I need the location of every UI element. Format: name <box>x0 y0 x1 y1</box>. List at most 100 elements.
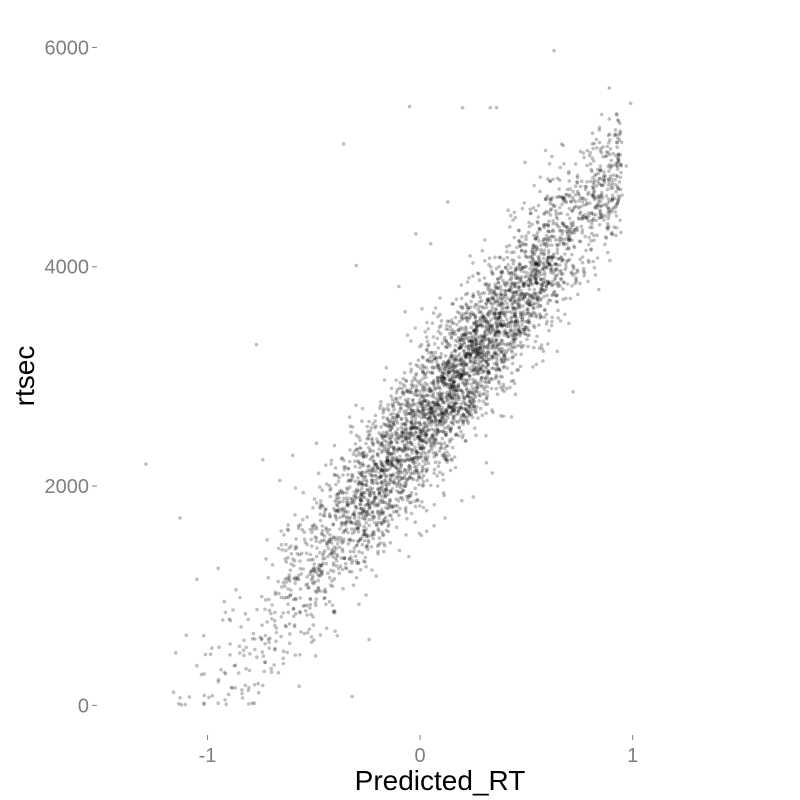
data-point <box>397 437 401 441</box>
data-point <box>493 300 498 304</box>
data-point <box>447 370 451 375</box>
data-point <box>486 298 490 302</box>
data-point <box>547 235 552 240</box>
data-point <box>512 272 516 277</box>
data-point <box>494 317 498 322</box>
data-point <box>472 404 476 409</box>
data-point <box>410 409 414 413</box>
data-point <box>410 385 415 390</box>
data-point <box>464 332 469 336</box>
data-point <box>385 452 390 456</box>
data-point <box>375 502 380 506</box>
data-point <box>540 283 544 287</box>
data-point <box>463 325 468 329</box>
data-point <box>416 364 420 369</box>
data-point <box>443 367 447 371</box>
data-point <box>309 635 314 639</box>
data-point <box>442 376 447 380</box>
data-point <box>238 651 242 655</box>
data-point <box>540 267 545 272</box>
data-point <box>330 549 334 554</box>
data-point <box>491 272 495 276</box>
data-point <box>438 331 443 336</box>
data-point <box>327 512 332 516</box>
data-point <box>450 382 455 387</box>
data-point <box>560 195 565 200</box>
data-point <box>398 470 403 475</box>
data-point <box>370 438 374 443</box>
data-point <box>422 427 426 431</box>
data-point <box>453 385 457 389</box>
data-point <box>506 341 511 346</box>
data-point <box>490 323 494 327</box>
data-point <box>450 331 455 336</box>
data-point <box>608 166 613 170</box>
data-point <box>441 380 446 385</box>
data-point <box>513 331 518 336</box>
data-point <box>426 461 431 466</box>
data-point <box>525 337 529 342</box>
data-point <box>478 367 483 372</box>
data-point <box>460 372 465 376</box>
data-point <box>463 334 468 339</box>
data-point <box>412 426 416 430</box>
data-point <box>516 265 520 270</box>
data-point <box>570 223 574 227</box>
data-point <box>365 487 370 492</box>
data-point <box>360 406 365 411</box>
data-point <box>601 183 605 188</box>
data-point <box>542 242 547 246</box>
data-point <box>335 508 340 513</box>
data-point <box>450 385 454 389</box>
data-point <box>342 458 346 463</box>
data-point <box>437 449 442 453</box>
data-point <box>267 597 271 602</box>
data-point <box>569 271 574 276</box>
data-point <box>616 160 620 165</box>
data-point <box>423 421 427 425</box>
data-point <box>371 449 376 453</box>
data-point <box>534 208 538 213</box>
data-point <box>412 423 417 427</box>
data-point <box>479 375 484 380</box>
data-point <box>472 388 476 392</box>
data-point <box>372 516 377 520</box>
data-point <box>371 478 376 483</box>
data-point <box>202 701 206 705</box>
data-point <box>434 405 438 409</box>
data-point <box>585 216 590 221</box>
data-point <box>484 319 489 324</box>
data-point <box>372 490 376 495</box>
data-point <box>356 525 361 530</box>
data-point <box>463 372 468 376</box>
data-point <box>325 541 329 545</box>
data-point <box>221 618 225 622</box>
data-point <box>479 338 484 343</box>
data-point <box>446 393 450 398</box>
data-point <box>552 269 557 273</box>
data-point <box>459 377 464 381</box>
data-point <box>329 551 333 556</box>
data-point <box>350 473 354 477</box>
data-point <box>471 377 475 382</box>
data-point <box>358 536 363 541</box>
data-point <box>409 442 414 447</box>
data-point <box>360 482 365 486</box>
data-point <box>452 348 457 353</box>
data-point <box>435 402 440 407</box>
data-point <box>588 150 592 155</box>
data-point <box>518 326 522 331</box>
data-point <box>416 434 420 439</box>
data-point <box>419 451 423 455</box>
data-point <box>299 572 304 576</box>
data-point <box>375 509 380 513</box>
data-point <box>585 201 589 205</box>
data-point <box>408 468 413 472</box>
data-point <box>384 487 388 492</box>
data-point <box>461 368 465 373</box>
data-point <box>385 458 390 462</box>
data-point <box>455 372 460 377</box>
data-point <box>323 507 328 512</box>
data-point <box>509 274 514 279</box>
data-point <box>487 291 492 296</box>
